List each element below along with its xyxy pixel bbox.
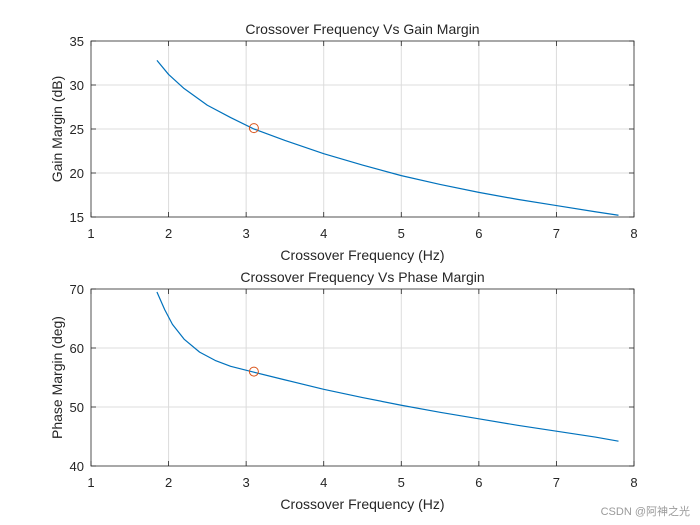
x-tick-label: 8 bbox=[630, 226, 637, 241]
series-line-phase-margin bbox=[156, 291, 619, 442]
watermark-text: CSDN @阿神之光 bbox=[600, 506, 690, 518]
highlight-marker bbox=[248, 366, 259, 377]
chart-title: Crossover Frequency Vs Gain Margin bbox=[245, 21, 479, 37]
x-tick-label: 7 bbox=[553, 226, 560, 241]
x-tick-label: 4 bbox=[320, 475, 327, 490]
x-axis-label: Crossover Frequency (Hz) bbox=[280, 496, 444, 512]
y-tick-label: 40 bbox=[70, 459, 84, 474]
y-axis-label: Phase Margin (deg) bbox=[49, 316, 65, 439]
x-axis-label: Crossover Frequency (Hz) bbox=[280, 247, 444, 263]
highlight-marker bbox=[248, 123, 259, 134]
x-tick-label: 3 bbox=[243, 475, 250, 490]
x-tick-label: 1 bbox=[87, 475, 94, 490]
series-line-gain-margin bbox=[156, 59, 619, 216]
x-tick-label: 2 bbox=[165, 226, 172, 241]
y-tick-label: 35 bbox=[70, 34, 84, 49]
y-tick-label: 50 bbox=[70, 400, 84, 415]
axes-box bbox=[90, 288, 635, 467]
plot-background bbox=[91, 289, 634, 466]
y-tick-label: 20 bbox=[70, 166, 84, 181]
x-tick-label: 5 bbox=[398, 475, 405, 490]
y-tick-label: 15 bbox=[70, 210, 84, 225]
x-tick-label: 3 bbox=[243, 226, 250, 241]
chart-2 bbox=[90, 288, 635, 467]
x-tick-label: 4 bbox=[320, 226, 327, 241]
y-tick-label: 30 bbox=[70, 78, 84, 93]
x-tick-label: 6 bbox=[475, 475, 482, 490]
y-tick-label: 25 bbox=[70, 122, 84, 137]
y-axis-label: Gain Margin (dB) bbox=[49, 76, 65, 183]
chart-1 bbox=[90, 40, 635, 218]
chart-title: Crossover Frequency Vs Phase Margin bbox=[240, 269, 484, 285]
y-tick-label: 60 bbox=[70, 341, 84, 356]
x-tick-label: 7 bbox=[553, 475, 560, 490]
x-tick-label: 5 bbox=[398, 226, 405, 241]
x-tick-label: 8 bbox=[630, 475, 637, 490]
x-tick-label: 2 bbox=[165, 475, 172, 490]
y-tick-label: 70 bbox=[70, 282, 84, 297]
x-tick-label: 1 bbox=[87, 226, 94, 241]
x-tick-label: 6 bbox=[475, 226, 482, 241]
